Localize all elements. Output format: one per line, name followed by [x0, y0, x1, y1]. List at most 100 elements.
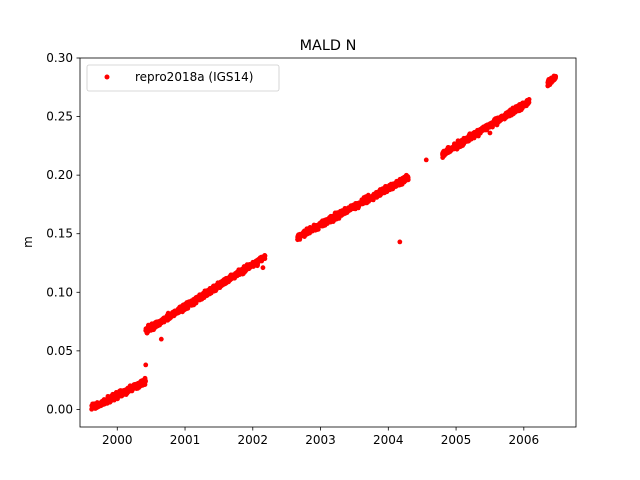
outlier-point — [260, 265, 266, 271]
data-point — [162, 316, 167, 322]
y-axis-label: m — [21, 236, 35, 248]
data-point — [135, 381, 141, 387]
outlier-point — [143, 362, 149, 368]
y-axis: 0.00 0.05 0.10 0.15 0.20 0.25 0.30 — [46, 51, 80, 416]
data-point — [152, 323, 158, 329]
data-point — [233, 273, 238, 279]
data-point — [335, 214, 340, 219]
data-point — [324, 218, 330, 224]
data-point — [405, 177, 411, 183]
data-point — [315, 224, 321, 230]
y-tick-label: 0.20 — [46, 168, 73, 182]
x-tick-label: 2002 — [238, 433, 269, 447]
data-point — [366, 194, 371, 200]
data-point — [206, 288, 212, 294]
data-point — [518, 101, 524, 107]
data-point — [547, 82, 553, 88]
data-point — [341, 209, 346, 214]
x-tick-label: 2001 — [170, 433, 201, 447]
data-point — [220, 280, 226, 286]
outlier-point — [397, 239, 403, 245]
plot-area — [89, 73, 559, 412]
data-point — [398, 176, 404, 182]
data-point — [227, 276, 233, 282]
data-point — [223, 280, 229, 285]
legend-box — [86, 64, 280, 92]
data-point — [182, 302, 188, 308]
data-point — [194, 296, 199, 302]
data-point — [177, 307, 183, 312]
data-point — [124, 387, 130, 393]
legend-label: repro2018a (IGS14) — [135, 70, 253, 84]
legend: repro2018a (IGS14) — [86, 64, 280, 92]
data-point — [255, 263, 260, 269]
x-tick-label: 2004 — [373, 433, 404, 447]
data-point — [526, 97, 532, 102]
data-point — [251, 262, 257, 268]
data-point — [387, 182, 392, 188]
y-tick-label: 0.25 — [46, 110, 73, 124]
data-point — [458, 140, 464, 146]
data-point — [119, 391, 124, 397]
legend-marker — [104, 74, 110, 80]
data-point — [146, 327, 152, 333]
data-point — [403, 173, 409, 179]
outlier-point — [423, 157, 429, 163]
data-point — [346, 208, 352, 214]
y-tick-label: 0.00 — [46, 402, 73, 416]
data-point — [513, 106, 519, 112]
data-point — [296, 232, 301, 238]
data-point — [396, 181, 402, 186]
data-point — [172, 310, 178, 316]
data-point — [302, 234, 307, 239]
data-point — [228, 272, 234, 278]
outlier-point — [487, 130, 493, 136]
data-point — [239, 269, 244, 275]
data-point — [142, 375, 148, 381]
data-point — [355, 201, 361, 207]
data-point — [359, 199, 365, 205]
data-point — [165, 316, 171, 322]
data-point — [338, 212, 344, 218]
data-point — [211, 288, 217, 294]
outlier-point — [158, 336, 164, 342]
data-point — [304, 227, 310, 233]
x-tick-label: 2005 — [441, 433, 472, 447]
data-point — [371, 191, 377, 197]
data-point — [131, 385, 137, 390]
data-point — [257, 258, 262, 264]
data-point — [450, 144, 455, 150]
data-point — [154, 319, 159, 325]
y-tick-label: 0.10 — [46, 285, 73, 299]
data-point — [158, 319, 164, 325]
x-axis: 2000 2001 2002 2003 2004 2005 2006 — [102, 427, 539, 447]
data-point — [110, 395, 116, 400]
x-tick-label: 2006 — [509, 433, 540, 447]
data-point — [497, 116, 503, 122]
data-point — [189, 298, 195, 304]
data-point — [507, 113, 513, 119]
x-tick-label: 2000 — [102, 433, 133, 447]
x-tick-label: 2003 — [305, 433, 336, 447]
data-point — [93, 403, 99, 409]
data-point — [352, 205, 358, 211]
y-tick-label: 0.30 — [46, 51, 73, 65]
data-point — [492, 120, 498, 126]
data-point — [241, 264, 247, 269]
axes-frame — [79, 57, 577, 428]
data-point — [479, 125, 485, 131]
data-point — [105, 399, 111, 405]
data-point — [329, 215, 335, 220]
data-point — [165, 312, 171, 318]
data-point — [385, 186, 391, 192]
data-point — [441, 151, 446, 157]
data-point — [523, 101, 529, 107]
data-point — [490, 124, 495, 130]
data-point — [262, 252, 268, 258]
data-point — [553, 75, 558, 81]
data-point — [467, 131, 473, 137]
data-point — [474, 133, 480, 138]
data-point — [188, 302, 194, 308]
data-point — [247, 264, 253, 270]
